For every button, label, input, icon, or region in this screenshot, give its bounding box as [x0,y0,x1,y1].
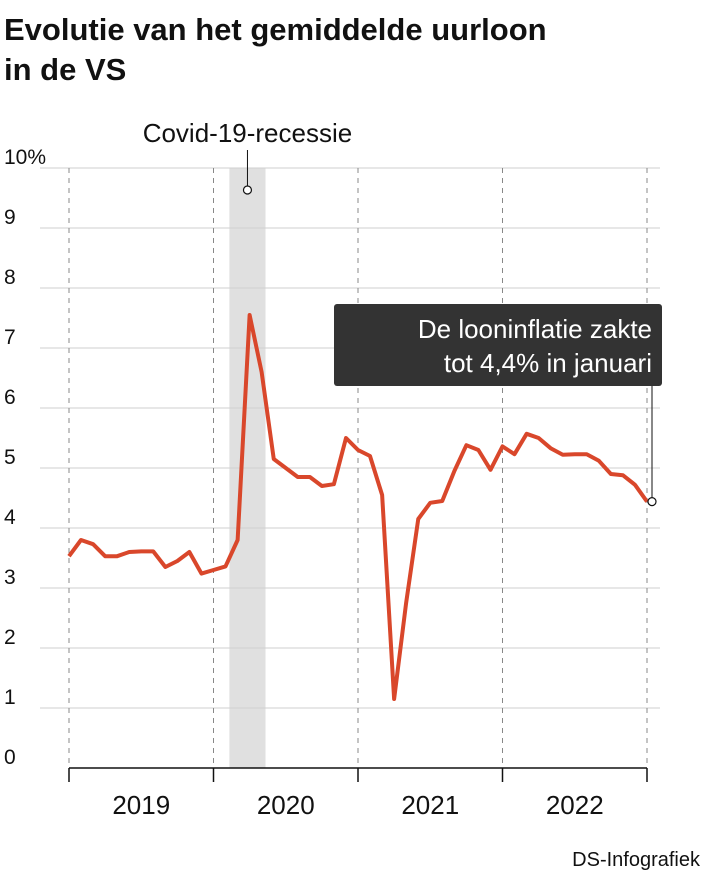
y-tick-label: 8 [4,266,16,289]
x-tick-label: 2019 [112,790,170,820]
y-tick-label: 6 [4,386,16,409]
y-tick-label: 5 [4,446,16,469]
annotation-text: tot 4,4% in januari [444,348,652,378]
y-tick-label: 4 [4,506,16,529]
chart-title: Evolutie van het gemiddelde uurloon [4,12,547,47]
y-tick-label: 2 [4,626,16,649]
series-line [67,313,649,701]
y-tick-label: 1 [4,686,16,709]
chart-title: in de VS [4,52,126,87]
y-tick-label: 9 [4,206,16,229]
y-tick-label: 0 [4,746,16,769]
x-tick-label: 2020 [257,790,315,820]
annotation-box [334,304,662,386]
x-tick-label: 2022 [546,790,604,820]
y-tick-label: 3 [4,566,16,589]
annotation-dot [242,185,253,195]
annotation-label: Covid-19-recessie [143,118,353,148]
y-tick-label: 10% [4,146,46,169]
y-tick-label: 7 [4,326,16,349]
source: DS-Infografiek [572,849,701,871]
x-tick-label: 2021 [401,790,459,820]
annotation-text: De looninflatie zakte [418,314,652,344]
annotation-dot [647,497,657,507]
